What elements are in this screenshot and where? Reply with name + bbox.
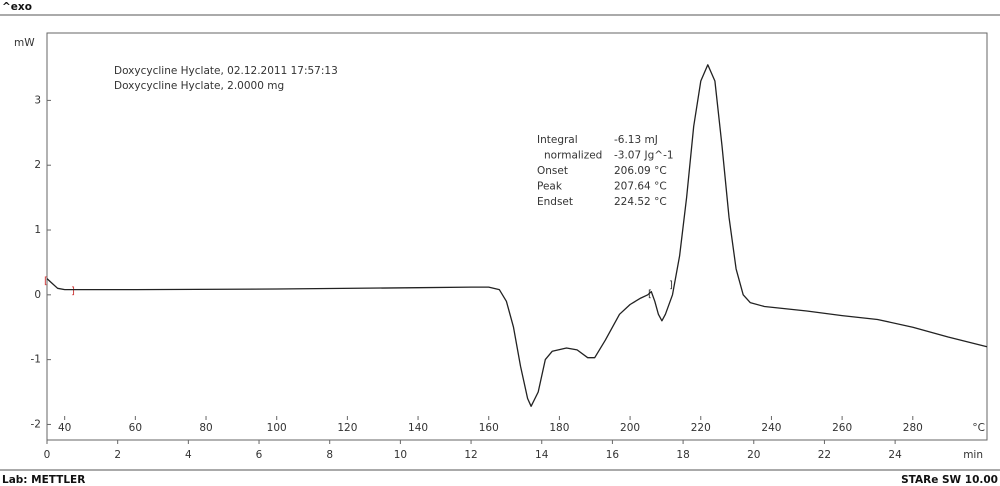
- annotation: Doxycycline Hyclate, 02.12.2011 17:57:13: [114, 65, 338, 77]
- software-label: STARe SW 10.00: [901, 474, 998, 486]
- x2-tick-label: 14: [535, 449, 549, 461]
- limit-marker: [: [44, 276, 48, 287]
- x2-tick-label: 2: [114, 449, 121, 461]
- x2-tick-label: 22: [818, 449, 831, 461]
- x-tick-label: 220: [691, 422, 711, 434]
- curve: [46, 64, 988, 407]
- y-tick-label: 0: [34, 289, 41, 301]
- result-value: 224.52 °C: [614, 196, 667, 208]
- x2-tick-label: 24: [888, 449, 902, 461]
- x-tick-label: 240: [761, 422, 781, 434]
- y-tick-label: -1: [31, 354, 41, 366]
- y-tick-label: 1: [34, 224, 41, 236]
- limit-marker: ]: [71, 286, 75, 297]
- result-name: Peak: [537, 181, 563, 193]
- lab-label: Lab: METTLER: [2, 474, 85, 486]
- x-tick-label: 260: [832, 422, 852, 434]
- x2-tick-label: 16: [606, 449, 620, 461]
- y-axis-label: mW: [14, 37, 35, 49]
- x2-tick-label: 8: [326, 449, 333, 461]
- result-value: 206.09 °C: [614, 165, 667, 177]
- x-tick-label: 180: [549, 422, 569, 434]
- x2-tick-label: 0: [44, 449, 51, 461]
- result-name: normalized: [544, 150, 602, 162]
- x2-tick-label: 20: [747, 449, 760, 461]
- x-tick-label: 120: [337, 422, 357, 434]
- x-tick-label: 100: [267, 422, 287, 434]
- result-value: -6.13 mJ: [614, 134, 658, 146]
- plot-frame: [46, 32, 988, 441]
- result-name: Endset: [537, 196, 573, 208]
- result-value: -3.07 Jg^-1: [614, 150, 674, 162]
- x-tick-label: 140: [408, 422, 428, 434]
- x-tick-label: 200: [620, 422, 640, 434]
- x-tick-label: 280: [903, 422, 923, 434]
- x2-axis-label: min: [963, 449, 983, 461]
- y-tick-label: 2: [34, 159, 41, 171]
- y-tick-label: 3: [34, 94, 41, 106]
- x2-tick-label: 18: [676, 449, 689, 461]
- x-axis-label: °C: [972, 422, 985, 434]
- y-tick-label: -2: [31, 418, 41, 430]
- result-value: 207.64 °C: [614, 181, 667, 193]
- x2-tick-label: 4: [185, 449, 192, 461]
- annotation: Doxycycline Hyclate, 2.0000 mg: [114, 80, 284, 92]
- result-name: Integral: [537, 134, 578, 146]
- limit-marker: ]: [669, 280, 673, 291]
- x2-tick-label: 12: [464, 449, 477, 461]
- x-tick-label: 160: [479, 422, 499, 434]
- x-tick-label: 80: [199, 422, 212, 434]
- limit-marker: [: [648, 289, 652, 300]
- exo-label: ^exo: [2, 1, 32, 13]
- x-tick-label: 60: [129, 422, 142, 434]
- x-tick-label: 40: [58, 422, 71, 434]
- x2-tick-label: 10: [394, 449, 407, 461]
- result-name: Onset: [537, 165, 568, 177]
- x2-tick-label: 6: [256, 449, 263, 461]
